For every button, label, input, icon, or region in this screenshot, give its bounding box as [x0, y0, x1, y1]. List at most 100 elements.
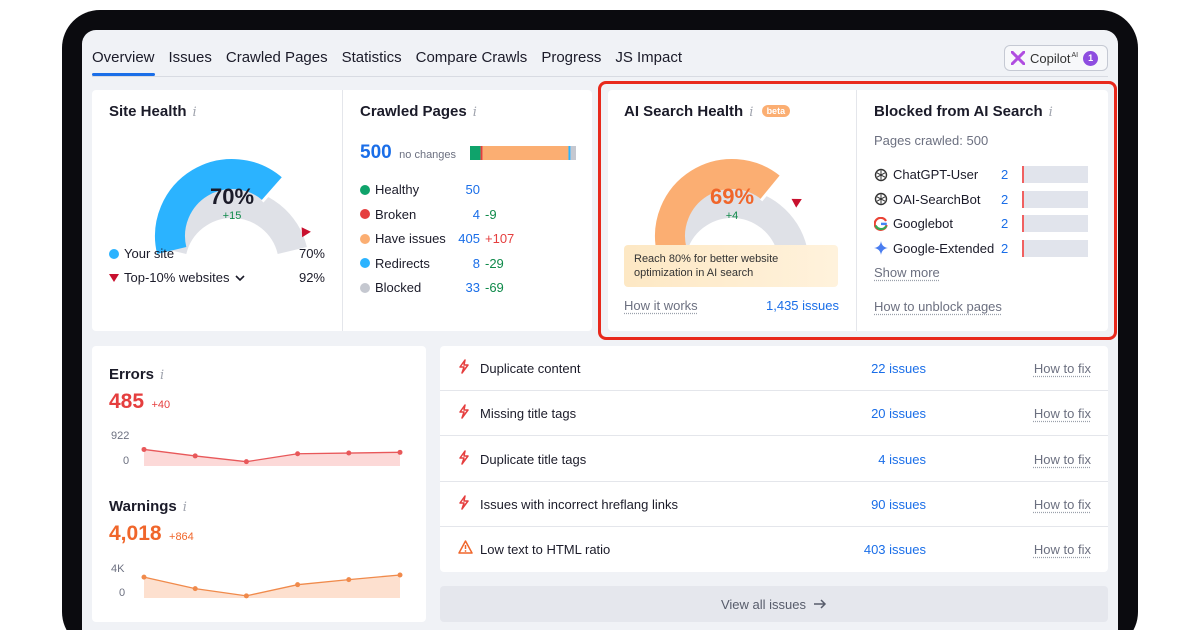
info-icon[interactable]: i: [472, 105, 477, 120]
crawled-row-value[interactable]: 8: [472, 255, 480, 271]
warnings-point[interactable]: [346, 577, 352, 583]
highlight-frame: [598, 81, 1117, 340]
crawled-row-delta: +107: [485, 231, 515, 246]
warnings-point[interactable]: [192, 586, 198, 592]
error-icon: [458, 449, 470, 468]
errors-warnings-card: Errors i 485 +40 922 0 Warnings i 4,018 +8…: [92, 346, 426, 622]
status-dot: [360, 258, 370, 268]
status-dot: [360, 282, 370, 293]
issue-count-link[interactable]: 403 issues: [863, 542, 926, 558]
info-icon[interactable]: i: [192, 105, 197, 120]
issue-count-link[interactable]: 20 issues: [871, 406, 926, 422]
bot-count[interactable]: 2: [1001, 167, 1009, 182]
issue-row[interactable]: Duplicate content 22 issues How to fix: [440, 346, 1108, 391]
errors-value[interactable]: 485: [109, 390, 145, 413]
crawled-row-delta: -29: [485, 255, 504, 271]
warnings-sparkline: [141, 572, 403, 599]
errors-point[interactable]: [346, 450, 352, 456]
issue-count-link[interactable]: 4 issues: [878, 451, 926, 467]
crawled-row[interactable]: Healthy: [360, 182, 520, 197]
warnings-point[interactable]: [397, 572, 403, 578]
errors-point[interactable]: [141, 446, 147, 452]
error-icon: [458, 495, 470, 513]
how-to-fix-link[interactable]: How to fix: [1033, 496, 1091, 512]
tab-overview[interactable]: Overview: [92, 30, 155, 76]
ai-issues-link[interactable]: 1,435 issues: [766, 298, 839, 313]
crawled-row-value[interactable]: 4: [472, 206, 480, 222]
tab-js-impact[interactable]: JS Impact: [615, 49, 683, 66]
crawled-row-value[interactable]: 50: [465, 182, 480, 197]
bar-segment-blocked: [570, 146, 576, 160]
tab-divider: [92, 76, 1108, 77]
how-to-fix-link[interactable]: How to fix: [1033, 451, 1091, 467]
warnings-delta: +864: [169, 531, 194, 543]
crawled-total[interactable]: 500: [360, 142, 392, 163]
beta-badge: beta: [761, 105, 791, 117]
issue-row[interactable]: Missing title tags 20 issues How to fix: [440, 391, 1108, 437]
legend-your-site: Your site 70%: [109, 246, 325, 261]
tab-bar: Overview Issues Crawled Pages Statistics…: [92, 30, 696, 76]
bot-count[interactable]: 2: [1001, 216, 1009, 231]
tab-compare-crawls[interactable]: Compare Crawls: [415, 49, 528, 66]
how-to-fix-link[interactable]: How to fix: [1033, 361, 1091, 376]
issue-row[interactable]: Low text to HTML ratio 403 issues How to f…: [440, 527, 1108, 572]
crawled-row[interactable]: Blocked: [360, 280, 520, 295]
site-health-gauge: [155, 159, 311, 255]
info-icon[interactable]: i: [182, 500, 187, 515]
crawled-row[interactable]: Redirects: [360, 256, 520, 271]
errors-point[interactable]: [295, 451, 301, 457]
issue-count-link[interactable]: 22 issues: [871, 361, 926, 376]
errors-point[interactable]: [397, 449, 403, 455]
openai-icon: [874, 192, 888, 206]
crawled-row-label: Have issues: [375, 231, 446, 246]
warnings-point[interactable]: [243, 593, 249, 599]
top-10-value: 92%: [298, 270, 325, 285]
warnings-point[interactable]: [295, 582, 301, 588]
legend-top-10[interactable]: Top-10% websites 92%: [109, 270, 325, 285]
tab-statistics[interactable]: Statistics: [341, 49, 402, 66]
warnings-point[interactable]: [141, 574, 147, 580]
warnings-value[interactable]: 4,018: [109, 522, 162, 545]
crawled-row-value[interactable]: 405: [458, 231, 480, 246]
tab-issues[interactable]: Issues: [168, 49, 212, 66]
bot-count[interactable]: 2: [1001, 240, 1009, 256]
gemini-icon: [874, 241, 888, 255]
ai-health-title: AI Search Health i beta: [624, 103, 791, 120]
crawled-row[interactable]: Have issues: [360, 231, 520, 246]
show-more-link[interactable]: Show more: [874, 265, 940, 280]
issue-row[interactable]: Duplicate title tags 4 issues How to fix: [440, 437, 1108, 482]
site-health-value: 70%: [209, 184, 255, 209]
how-to-fix-link[interactable]: How to fix: [1033, 406, 1091, 422]
card-divider: [856, 90, 857, 331]
copilot-count-badge: 1: [1083, 50, 1099, 66]
issue-count-link[interactable]: 90 issues: [871, 496, 926, 512]
errors-y-top: 922: [111, 430, 130, 442]
gauge-separator: [261, 176, 285, 203]
info-icon[interactable]: i: [160, 368, 165, 383]
info-icon[interactable]: i: [749, 105, 754, 120]
errors-point[interactable]: [243, 459, 249, 465]
bot-count[interactable]: 2: [1001, 191, 1009, 207]
warnings-title: Warnings i: [109, 498, 187, 515]
tab-progress[interactable]: Progress: [541, 49, 602, 66]
unblock-pages-link[interactable]: How to unblock pages: [874, 299, 1002, 314]
errors-point[interactable]: [192, 453, 198, 459]
ai-health-delta: +4: [725, 210, 739, 222]
info-icon[interactable]: i: [1048, 105, 1053, 120]
tab-crawled-pages[interactable]: Crawled Pages: [225, 49, 328, 66]
how-it-works-link[interactable]: How it works: [624, 298, 698, 313]
copilot-button[interactable]: Copilot AI 1: [1004, 45, 1108, 71]
gauge-separator: [759, 174, 783, 202]
issue-row[interactable]: Issues with incorrect hreflang links 90 i…: [440, 482, 1108, 527]
errors-value-row: 485 +40: [109, 390, 170, 414]
crawled-pages-bar: [470, 146, 576, 160]
view-all-issues-button[interactable]: View all issues: [440, 586, 1108, 622]
your-site-value: 70%: [298, 246, 325, 261]
your-site-dot: [109, 248, 119, 259]
crawled-row[interactable]: Broken: [360, 207, 520, 222]
crawled-total-note: no changes: [399, 149, 457, 161]
crawled-row-value[interactable]: 33: [465, 280, 480, 295]
copilot-label: Copilot: [1030, 50, 1071, 66]
how-to-fix-link[interactable]: How to fix: [1033, 542, 1091, 558]
chevron-down-icon[interactable]: [234, 274, 245, 282]
